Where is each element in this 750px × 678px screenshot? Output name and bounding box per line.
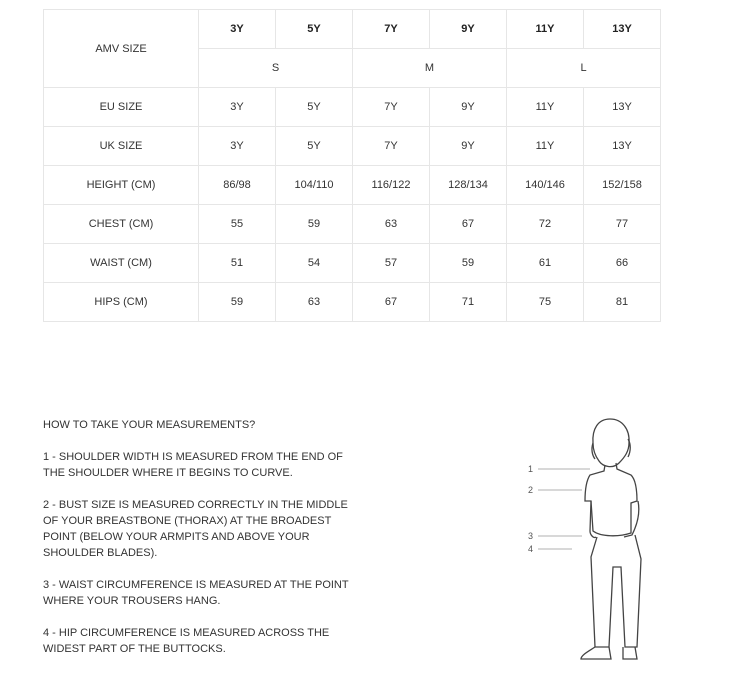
table-row: HEIGHT (CM) 86/98 104/110 116/122 128/134 140… — [43, 165, 661, 205]
guide-step: 3 - WAIST CIRCUMFERENCE IS MEASURED AT T… — [43, 579, 349, 607]
value-cell: 81 — [583, 282, 661, 322]
value-cell: 13Y — [583, 126, 661, 166]
value-cell: 55 — [198, 204, 276, 244]
marker-label: 4 — [528, 544, 533, 554]
size-header: 3Y — [198, 9, 276, 49]
value-cell: 7Y — [352, 87, 430, 127]
row-label: HIPS (CM) — [43, 282, 199, 322]
value-cell: 11Y — [506, 126, 584, 166]
guide-title: HOW TO TAKE YOUR MEASUREMENTS? — [43, 419, 256, 431]
size-header: 13Y — [583, 9, 661, 49]
value-cell: 116/122 — [352, 165, 430, 205]
measurement-guide: HOW TO TAKE YOUR MEASUREMENTS? 1 - SHOUL… — [43, 417, 363, 673]
value-cell: 59 — [198, 282, 276, 322]
table-row: CHEST (CM) 55 59 63 67 72 77 — [43, 204, 661, 244]
value-cell: 140/146 — [506, 165, 584, 205]
marker-label: 2 — [528, 485, 533, 495]
marker-label: 1 — [528, 464, 533, 474]
group-cell: M — [352, 48, 507, 88]
value-cell: 57 — [352, 243, 430, 283]
row-label: AMV SIZE — [43, 9, 199, 88]
value-cell: 13Y — [583, 87, 661, 127]
table-row: WAIST (CM) 51 54 57 59 61 66 — [43, 243, 661, 283]
value-cell: 104/110 — [275, 165, 353, 205]
row-label: UK SIZE — [43, 126, 199, 166]
guide-step: 1 - SHOULDER WIDTH IS MEASURED FROM THE … — [43, 451, 343, 479]
row-label: CHEST (CM) — [43, 204, 199, 244]
table-row: AMV SIZE 3Y 5Y 7Y 9Y 11Y 13Y — [43, 9, 661, 88]
value-cell: 63 — [275, 282, 353, 322]
size-header: 5Y — [275, 9, 353, 49]
value-cell: 59 — [275, 204, 353, 244]
row-label: WAIST (CM) — [43, 243, 199, 283]
value-cell: 9Y — [429, 87, 507, 127]
value-cell: 72 — [506, 204, 584, 244]
table-row: UK SIZE 3Y 5Y 7Y 9Y 11Y 13Y — [43, 126, 661, 166]
value-cell: 51 — [198, 243, 276, 283]
size-chart-table: AMV SIZE 3Y 5Y 7Y 9Y 11Y 13Y S M L EU SI… — [43, 9, 661, 322]
value-cell: 128/134 — [429, 165, 507, 205]
value-cell: 5Y — [275, 126, 353, 166]
value-cell: 152/158 — [583, 165, 661, 205]
value-cell: 54 — [275, 243, 353, 283]
table-row: EU SIZE 3Y 5Y 7Y 9Y 11Y 13Y — [43, 87, 661, 127]
value-cell: 66 — [583, 243, 661, 283]
value-cell: 7Y — [352, 126, 430, 166]
guide-step: 2 - BUST SIZE IS MEASURED CORRECTLY IN T… — [43, 499, 348, 559]
value-cell: 67 — [429, 204, 507, 244]
value-cell: 3Y — [198, 126, 276, 166]
row-label: EU SIZE — [43, 87, 199, 127]
value-cell: 61 — [506, 243, 584, 283]
value-cell: 5Y — [275, 87, 353, 127]
marker-label: 3 — [528, 531, 533, 541]
size-header: 9Y — [429, 9, 507, 49]
value-cell: 77 — [583, 204, 661, 244]
value-cell: 67 — [352, 282, 430, 322]
child-measurement-illustration: 1 2 3 4 — [520, 405, 670, 665]
group-cell: L — [506, 48, 661, 88]
value-cell: 75 — [506, 282, 584, 322]
value-cell: 3Y — [198, 87, 276, 127]
value-cell: 9Y — [429, 126, 507, 166]
group-cell: S — [198, 48, 353, 88]
value-cell: 86/98 — [198, 165, 276, 205]
row-label: HEIGHT (CM) — [43, 165, 199, 205]
size-header: 11Y — [506, 9, 584, 49]
value-cell: 59 — [429, 243, 507, 283]
value-cell: 11Y — [506, 87, 584, 127]
value-cell: 71 — [429, 282, 507, 322]
table-row: HIPS (CM) 59 63 67 71 75 81 — [43, 282, 661, 322]
guide-step: 4 - HIP CIRCUMFERENCE IS MEASURED ACROSS… — [43, 627, 330, 655]
size-header: 7Y — [352, 9, 430, 49]
value-cell: 63 — [352, 204, 430, 244]
